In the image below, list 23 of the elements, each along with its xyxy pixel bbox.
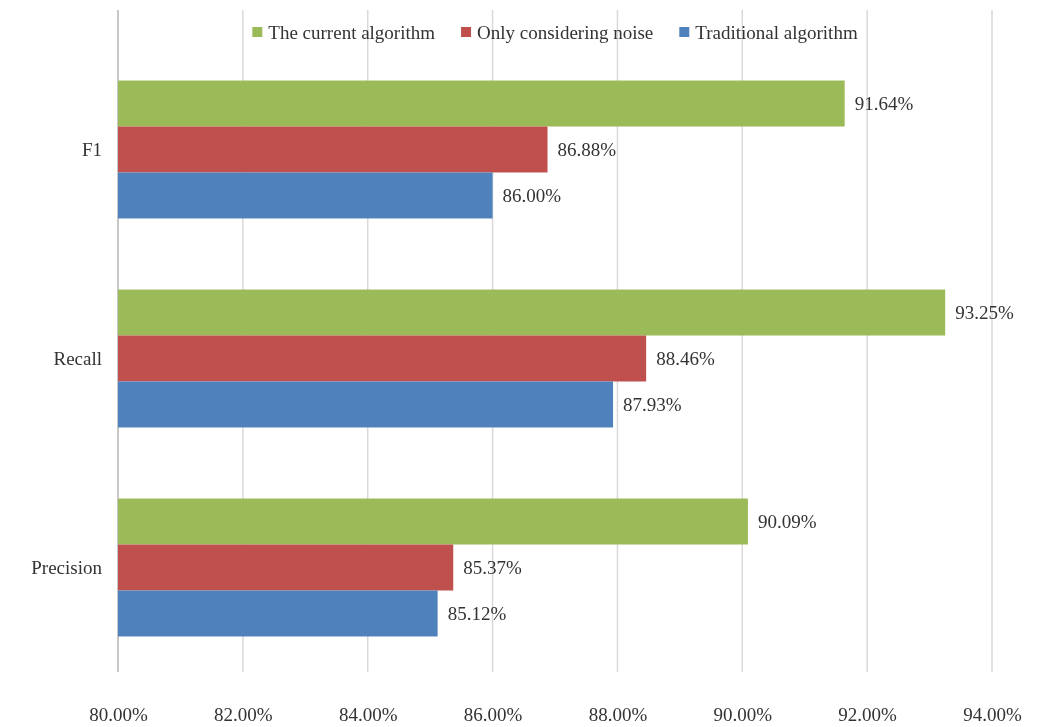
x-tick-label: 86.00% [463,704,523,725]
legend-label: Only considering noise [477,21,654,43]
y-tick-label: F1 [81,139,102,161]
data-label: 90.09% [757,511,817,533]
legend-label: The current algorithm [268,21,436,43]
x-tick-label: 84.00% [338,704,398,725]
data-label: 93.25% [955,302,1014,324]
legend-label: Traditional algorithm [695,21,858,43]
x-tick-label: 92.00% [838,704,898,725]
y-tick-label: Precision [31,557,103,579]
data-label: 85.37% [463,557,522,579]
x-tick-label: 94.00% [963,704,1022,725]
y-tick-label: Recall [53,348,102,370]
data-label: 85.12% [447,603,507,625]
data-label: 86.88% [557,139,617,161]
data-label: 88.46% [656,348,715,370]
x-tick-label: 80.00% [89,704,148,725]
x-tick-label: 82.00% [214,704,273,725]
x-tick-label: 90.00% [713,704,773,725]
data-label: 87.93% [623,394,682,416]
data-label: 91.64% [854,93,914,115]
x-tick-label: 88.00% [588,704,648,725]
data-label: 86.00% [502,185,562,207]
